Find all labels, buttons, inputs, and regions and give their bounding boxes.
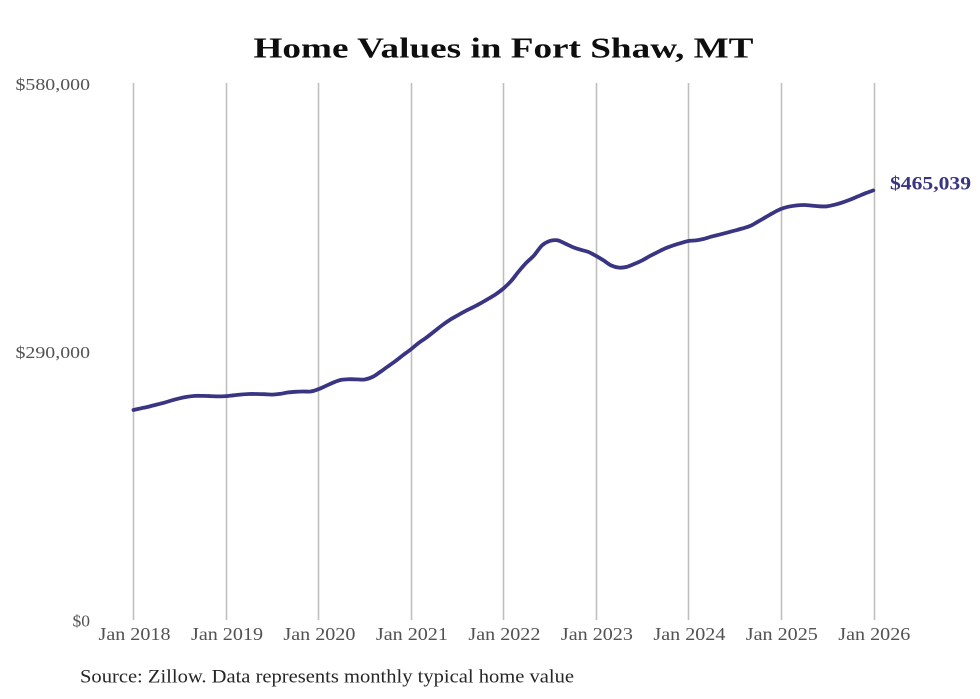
svg-text:Jan 2026: Jan 2026 [838,624,910,644]
svg-text:Jan 2018: Jan 2018 [99,624,171,644]
svg-text:Jan 2024: Jan 2024 [653,624,725,644]
svg-text:$290,000: $290,000 [16,343,91,362]
svg-text:Jan 2023: Jan 2023 [561,624,633,644]
svg-text:Jan 2022: Jan 2022 [468,624,540,644]
svg-text:Jan 2020: Jan 2020 [283,624,355,644]
svg-text:Jan 2021: Jan 2021 [376,624,448,644]
svg-text:$0: $0 [73,612,91,631]
svg-text:Home Values in Fort Shaw, MT: Home Values in Fort Shaw, MT [254,33,754,65]
svg-text:Jan 2019: Jan 2019 [191,624,263,644]
svg-text:$465,039: $465,039 [890,175,971,195]
svg-text:$580,000: $580,000 [16,75,91,94]
svg-text:Source: Zillow. Data represent: Source: Zillow. Data represents monthly … [80,667,574,688]
svg-text:Jan 2025: Jan 2025 [746,624,818,644]
